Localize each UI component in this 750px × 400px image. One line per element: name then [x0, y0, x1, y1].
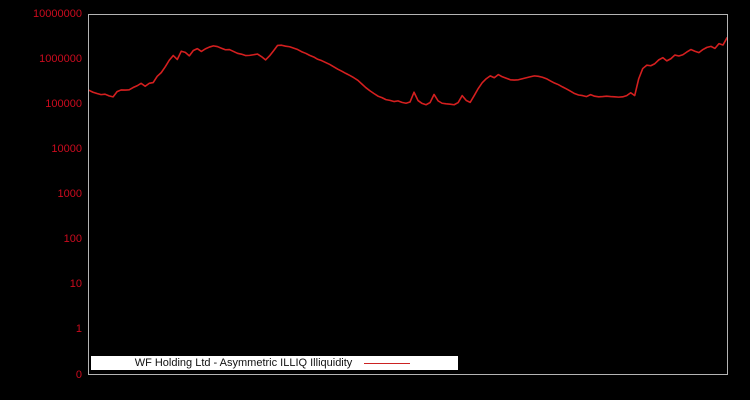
plot-area	[88, 14, 728, 375]
legend-line-swatch	[364, 362, 411, 364]
y-tick-10000000: 10000000	[33, 7, 82, 20]
y-tick-0: 0	[75, 368, 82, 381]
y-tick-1000000: 1000000	[39, 52, 82, 65]
y-tick-100000: 100000	[45, 97, 82, 110]
y-tick-1: 1	[75, 323, 82, 336]
y-tick-100: 100	[63, 233, 82, 246]
series-canvas	[89, 37, 727, 106]
y-tick-1000: 1000	[57, 188, 82, 200]
legend: WF Holding Ltd - Asymmetric ILLIQ Illiqu…	[91, 356, 458, 370]
y-axis-tick-labels: 10000000 1000000 100000 10000 1000 100 1…	[0, 0, 82, 400]
y-tick-10: 10	[69, 278, 82, 291]
y-tick-10000: 10000	[51, 142, 82, 155]
legend-label: WF Holding Ltd - Asymmetric ILLIQ Illiqu…	[134, 356, 353, 369]
line-series-illiq	[89, 37, 727, 106]
